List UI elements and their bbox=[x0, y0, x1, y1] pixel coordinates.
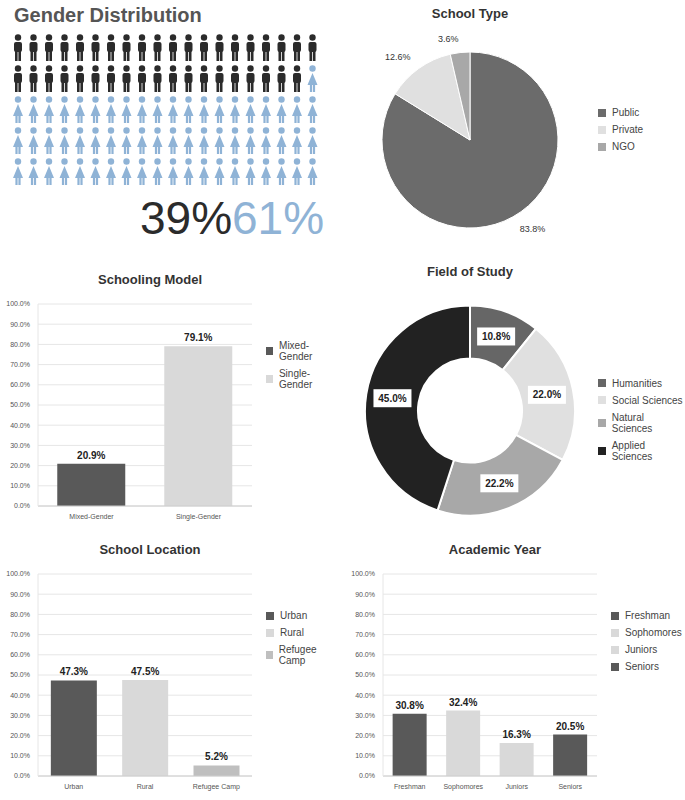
svg-text:100.0%: 100.0% bbox=[8, 570, 30, 577]
svg-text:Refugee Camp: Refugee Camp bbox=[193, 783, 240, 791]
svg-text:39%: 39% bbox=[140, 192, 232, 244]
svg-text:10.0%: 10.0% bbox=[10, 482, 30, 489]
svg-text:90.0%: 90.0% bbox=[355, 591, 375, 598]
svg-text:45.0%: 45.0% bbox=[378, 393, 406, 404]
svg-text:10.0%: 10.0% bbox=[355, 752, 375, 759]
svg-text:30.0%: 30.0% bbox=[10, 442, 30, 449]
html-text:Field of Study: Field of Study bbox=[427, 264, 513, 279]
svg-text:40.0%: 40.0% bbox=[355, 692, 375, 699]
html-text:Single-Gender: Single-Gender bbox=[279, 368, 313, 390]
html-text:Applied Sciences: Applied Sciences bbox=[611, 439, 653, 462]
html-text:School Type: School Type bbox=[431, 6, 509, 21]
svg-text:30.0%: 30.0% bbox=[355, 712, 375, 719]
html-text:Academic Year: Academic Year bbox=[448, 542, 542, 557]
svg-text:30.8%: 30.8% bbox=[395, 700, 423, 711]
svg-text:60.0%: 60.0% bbox=[10, 651, 30, 658]
html-text:Public: Public bbox=[612, 107, 640, 118]
svg-text:5.2%: 5.2% bbox=[205, 751, 228, 762]
html-text:Social Sciences: Social Sciences bbox=[612, 394, 683, 406]
svg-text:47.3%: 47.3% bbox=[60, 666, 88, 677]
svg-text:90.0%: 90.0% bbox=[10, 591, 30, 598]
svg-text:10.0%: 10.0% bbox=[10, 752, 30, 759]
svg-text:20.5%: 20.5% bbox=[556, 721, 584, 732]
svg-text:40.0%: 40.0% bbox=[10, 422, 30, 429]
svg-text:0.0%: 0.0% bbox=[14, 502, 30, 509]
svg-text:100.0%: 100.0% bbox=[8, 300, 30, 307]
svg-text:70.0%: 70.0% bbox=[355, 631, 375, 638]
svg-text:70.0%: 70.0% bbox=[10, 361, 30, 368]
svg-text:3.6%: 3.6% bbox=[438, 34, 459, 44]
svg-text:0.0%: 0.0% bbox=[359, 772, 375, 779]
svg-text:20.0%: 20.0% bbox=[10, 732, 30, 739]
svg-text:20.0%: 20.0% bbox=[10, 462, 30, 469]
svg-text:Rural: Rural bbox=[137, 783, 154, 790]
svg-text:Gender Distribution: Gender Distribution bbox=[14, 4, 202, 26]
svg-text:22.0%: 22.0% bbox=[533, 389, 561, 400]
svg-text:60.0%: 60.0% bbox=[355, 651, 375, 658]
html-text:Natural Sciences: Natural Sciences bbox=[611, 411, 653, 434]
html-text:Seniors: Seniors bbox=[625, 661, 659, 672]
svg-text:60.0%: 60.0% bbox=[10, 381, 30, 388]
svg-text:Freshman: Freshman bbox=[394, 783, 426, 790]
svg-text:0.0%: 0.0% bbox=[14, 772, 30, 779]
svg-text:22.2%: 22.2% bbox=[485, 478, 513, 489]
svg-text:12.6%: 12.6% bbox=[385, 52, 411, 62]
svg-text:50.0%: 50.0% bbox=[10, 671, 30, 678]
svg-text:50.0%: 50.0% bbox=[355, 671, 375, 678]
html-text:Juniors: Juniors bbox=[625, 644, 658, 655]
svg-text:80.0%: 80.0% bbox=[355, 611, 375, 618]
svg-text:20.0%: 20.0% bbox=[355, 732, 375, 739]
svg-text:79.1%: 79.1% bbox=[184, 332, 212, 343]
html-text:Humanities: Humanities bbox=[612, 377, 662, 389]
svg-text:30.0%: 30.0% bbox=[10, 712, 30, 719]
svg-text:70.0%: 70.0% bbox=[10, 631, 30, 638]
html-text:Mixed-Gender: Mixed-Gender bbox=[279, 340, 313, 362]
html-text:Private: Private bbox=[612, 124, 644, 135]
html-text:NGO: NGO bbox=[612, 141, 635, 152]
svg-text:80.0%: 80.0% bbox=[10, 341, 30, 348]
svg-text:90.0%: 90.0% bbox=[10, 321, 30, 328]
html-text:Refugee Camp: Refugee Camp bbox=[278, 644, 317, 666]
svg-text:Sophomores: Sophomores bbox=[443, 783, 483, 791]
html-text:Sophomores: Sophomores bbox=[625, 627, 682, 638]
svg-text:16.3%: 16.3% bbox=[502, 729, 530, 740]
html-text:Freshman: Freshman bbox=[625, 610, 670, 621]
svg-text:83.8%: 83.8% bbox=[520, 224, 546, 234]
svg-text:100.0%: 100.0% bbox=[351, 570, 375, 577]
svg-text:80.0%: 80.0% bbox=[10, 611, 30, 618]
svg-text:32.4%: 32.4% bbox=[449, 697, 477, 708]
html-text:Rural: Rural bbox=[280, 627, 304, 638]
svg-text:47.5%: 47.5% bbox=[131, 666, 159, 677]
svg-text:Single-Gender: Single-Gender bbox=[176, 513, 222, 521]
svg-text:40.0%: 40.0% bbox=[10, 692, 30, 699]
html-text:Schooling Model: Schooling Model bbox=[98, 272, 202, 287]
html-text:School Location: School Location bbox=[99, 542, 201, 557]
svg-text:50.0%: 50.0% bbox=[10, 401, 30, 408]
svg-text:Mixed-Gender: Mixed-Gender bbox=[69, 513, 114, 520]
svg-text:Urban: Urban bbox=[64, 783, 83, 790]
svg-text:61%: 61% bbox=[232, 192, 324, 244]
svg-text:Juniors: Juniors bbox=[505, 783, 528, 790]
svg-text:10.8%: 10.8% bbox=[482, 331, 510, 342]
svg-text:20.9%: 20.9% bbox=[77, 450, 105, 461]
svg-text:Seniors: Seniors bbox=[558, 783, 582, 790]
html-text:Urban: Urban bbox=[280, 610, 308, 621]
